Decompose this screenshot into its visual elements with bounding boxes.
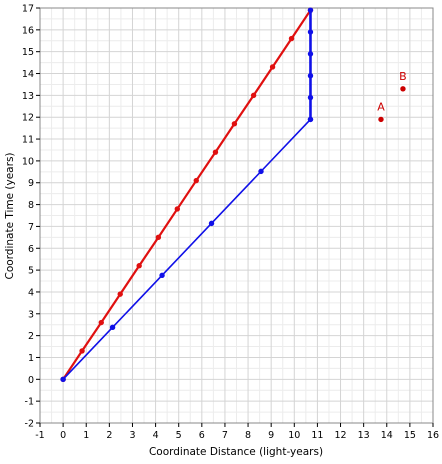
series-0-point xyxy=(155,234,162,241)
point-a-marker xyxy=(378,116,384,123)
point-b-label: B xyxy=(399,70,407,83)
plot-frame xyxy=(39,7,434,424)
y-tick-label: 7 xyxy=(28,222,34,233)
x-tick-label: 0 xyxy=(60,430,66,441)
series-1-point xyxy=(258,168,264,175)
series-0-point xyxy=(136,263,142,269)
y-tick-label: 10 xyxy=(22,156,34,167)
x-tick-label: 7 xyxy=(222,430,228,441)
series-1-point xyxy=(109,324,116,331)
y-tick-label: 0 xyxy=(28,375,34,386)
grid xyxy=(39,7,434,424)
series xyxy=(60,7,314,383)
y-tick-label: 4 xyxy=(28,287,34,298)
series-2-point xyxy=(307,73,314,79)
x-tick-label: -1 xyxy=(35,430,44,441)
series-0-point xyxy=(250,92,257,99)
y-tick-label: 8 xyxy=(28,200,34,211)
tick-labels: -1 0 1 2 3 4 5 6 7 8 9 10 11 12 13 14 15 16-2-10123456789… xyxy=(22,4,439,442)
x-tick-label: 8 xyxy=(245,430,251,441)
x-tick-label: 11 xyxy=(311,430,323,441)
y-tick-label: 5 xyxy=(28,266,34,277)
point-b-marker xyxy=(400,86,406,92)
series-1-point xyxy=(60,376,66,383)
series-line-0 xyxy=(62,9,312,381)
y-tick-label: 14 xyxy=(22,69,34,80)
series-0-point xyxy=(98,319,104,326)
y-tick-label: 6 xyxy=(28,244,34,255)
y-tick-label: 2 xyxy=(28,331,34,342)
x-tick-label: 4 xyxy=(153,430,159,441)
y-tick-label: 1 xyxy=(28,353,34,364)
y-axis-title: Coordinate Time (years) xyxy=(4,152,16,279)
x-tick-label: 5 xyxy=(176,430,182,441)
x-tick-label: 6 xyxy=(199,430,205,441)
series-2-point xyxy=(307,29,314,35)
x-tick-label: 1 xyxy=(83,430,89,441)
x-tick-label: 9 xyxy=(268,430,274,441)
series-2-point xyxy=(307,116,314,123)
annotations: AB xyxy=(377,70,407,123)
series-0-point xyxy=(79,348,85,354)
y-tick-label: -2 xyxy=(25,419,34,430)
y-tick-label: -1 xyxy=(25,397,34,408)
series-0-point xyxy=(288,35,295,42)
series-2-point xyxy=(307,51,314,57)
series-1-point xyxy=(159,272,165,279)
point-a-label: A xyxy=(377,100,385,113)
x-tick-label: 10 xyxy=(288,430,300,441)
series-0-point xyxy=(269,64,276,70)
y-tick-label: 9 xyxy=(28,178,34,189)
series-0-point xyxy=(117,291,123,297)
x-axis-title: Coordinate Distance (light-years) xyxy=(149,446,323,458)
series-2-point xyxy=(307,7,314,13)
y-tick-label: 11 xyxy=(22,135,34,146)
x-tick-label: 14 xyxy=(381,430,393,441)
x-tick-label: 12 xyxy=(334,430,346,441)
series-line-1 xyxy=(62,118,312,381)
series-0-point xyxy=(174,206,181,212)
x-tick-label: 16 xyxy=(427,430,439,441)
x-tick-label: 15 xyxy=(404,430,416,441)
y-tick-label: 16 xyxy=(22,25,34,36)
y-tick-label: 12 xyxy=(22,113,34,124)
series-2-point xyxy=(307,94,314,101)
series-0-point xyxy=(193,177,199,184)
plot-border xyxy=(39,7,434,424)
x-tick-label: 3 xyxy=(129,430,135,441)
y-tick-label: 3 xyxy=(28,309,34,320)
series-1-point xyxy=(208,220,215,227)
x-tick-label: 13 xyxy=(358,430,370,441)
series-0-point xyxy=(231,121,238,127)
y-tick-label: 15 xyxy=(22,47,34,58)
series-0-point xyxy=(212,149,219,155)
x-tick-label: 2 xyxy=(106,430,112,441)
y-tick-label: 13 xyxy=(22,91,34,102)
y-tick-label: 17 xyxy=(22,4,34,15)
